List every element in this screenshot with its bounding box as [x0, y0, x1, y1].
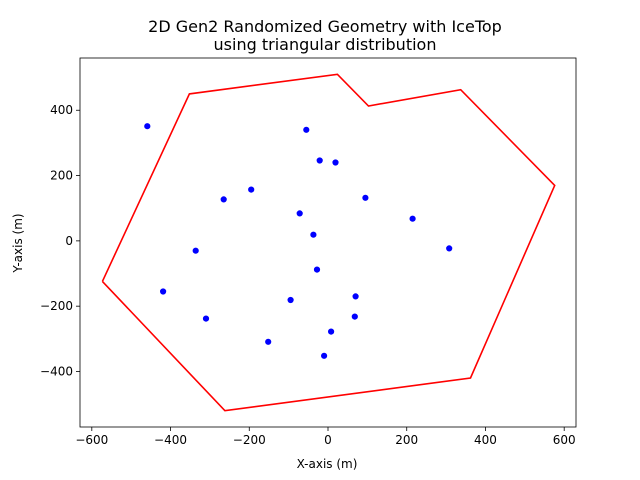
station-point [351, 313, 358, 320]
station-point [321, 352, 328, 359]
station-point [296, 210, 303, 217]
y-tick-label: 200 [50, 169, 73, 183]
station-point [313, 266, 321, 273]
x-tick-label: 600 [553, 433, 576, 447]
y-tick-label: −400 [40, 364, 73, 378]
station-point [310, 231, 317, 238]
station-point [316, 157, 323, 164]
station-point [192, 247, 199, 254]
x-tick-label: 200 [395, 433, 418, 447]
station-point [352, 293, 359, 300]
data-layer [101, 73, 556, 412]
station-point [248, 186, 255, 193]
station-point [220, 196, 227, 203]
axis-ticks: −600 −400 −200 0 200 400 600 −400 −200 0 200 400 [40, 103, 576, 447]
x-tick-label: 400 [474, 433, 497, 447]
plot-area [79, 57, 577, 428]
station-point [303, 126, 310, 133]
station-point [144, 123, 151, 130]
y-axis-label: Y-axis (m) [11, 213, 25, 273]
station-point [160, 288, 167, 295]
station-point [409, 215, 416, 222]
y-tick-label: 0 [65, 234, 73, 248]
y-tick-label: 400 [50, 103, 73, 117]
y-tick-label: −200 [40, 299, 73, 313]
chart-title: 2D Gen2 Randomized Geometry with IceTop [148, 17, 502, 36]
station-point [202, 315, 210, 322]
station-point [287, 296, 294, 304]
station-point [265, 338, 272, 345]
x-tick-label: −200 [233, 433, 266, 447]
x-tick-label: −600 [75, 433, 108, 447]
plot-frame [79, 57, 577, 428]
station-point [328, 328, 335, 335]
station-point [332, 159, 339, 166]
detector-boundary-line [101, 73, 556, 412]
station-point [446, 245, 453, 252]
chart-subtitle: using triangular distribution [214, 35, 437, 54]
x-tick-label: −400 [154, 433, 187, 447]
x-tick-label: 0 [324, 433, 332, 447]
x-axis-label: X-axis (m) [297, 457, 358, 471]
station-point [362, 194, 369, 201]
